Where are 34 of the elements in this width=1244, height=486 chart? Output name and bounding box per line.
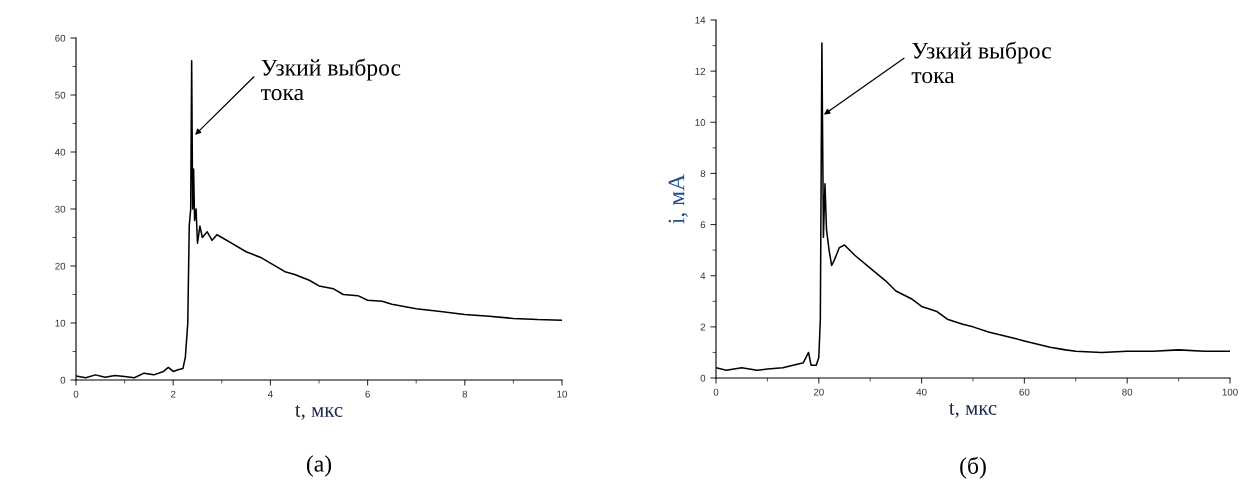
x-tick-label: 40 [916, 388, 927, 396]
y-tick-label: 8 [700, 170, 706, 178]
y-tick-label: 60 [55, 34, 66, 42]
y-tick-label: 50 [55, 91, 66, 99]
y-tick-label: 40 [54, 148, 66, 156]
x-tick-label: 6 [365, 390, 370, 398]
y-tick-label: 10 [55, 319, 66, 327]
annotation: Узкий выброс тока [911, 41, 1051, 84]
x-tick-label: 20 [813, 388, 824, 396]
x-axis-title: t, мкс [295, 404, 343, 420]
y-tick-label: 12 [695, 67, 706, 75]
y-tick-label: 20 [55, 262, 66, 270]
y-tick-label: 6 [700, 221, 706, 229]
y-tick-label: 30 [55, 205, 66, 213]
text: (б) [960, 456, 986, 479]
x-tick-label: 0 [73, 390, 79, 398]
x-tick-label: 60 [1019, 388, 1030, 396]
x-tick-label: 4 [267, 390, 273, 398]
annotation: Узкий выброс тока [261, 58, 401, 101]
x-tick-label: 2 [170, 390, 176, 398]
y-tick-label: 14 [695, 16, 706, 24]
x-tick-label: 10 [557, 390, 568, 398]
x-tick-label: 80 [1122, 388, 1133, 396]
y-axis-title: i, мА [668, 173, 688, 224]
x-tick-label: 100 [1222, 388, 1238, 396]
y-tick-label: 0 [700, 374, 706, 382]
y-tick-label: 2 [700, 323, 706, 331]
x-tick-label: 0 [713, 388, 719, 396]
x-axis-title: t, мкс [949, 402, 997, 418]
y-tick-label: 0 [60, 376, 66, 384]
y-tick-label: 4 [700, 272, 706, 280]
text: (а) [306, 455, 332, 477]
y-tick-label: 10 [695, 119, 706, 126]
x-tick-label: 8 [462, 390, 468, 398]
